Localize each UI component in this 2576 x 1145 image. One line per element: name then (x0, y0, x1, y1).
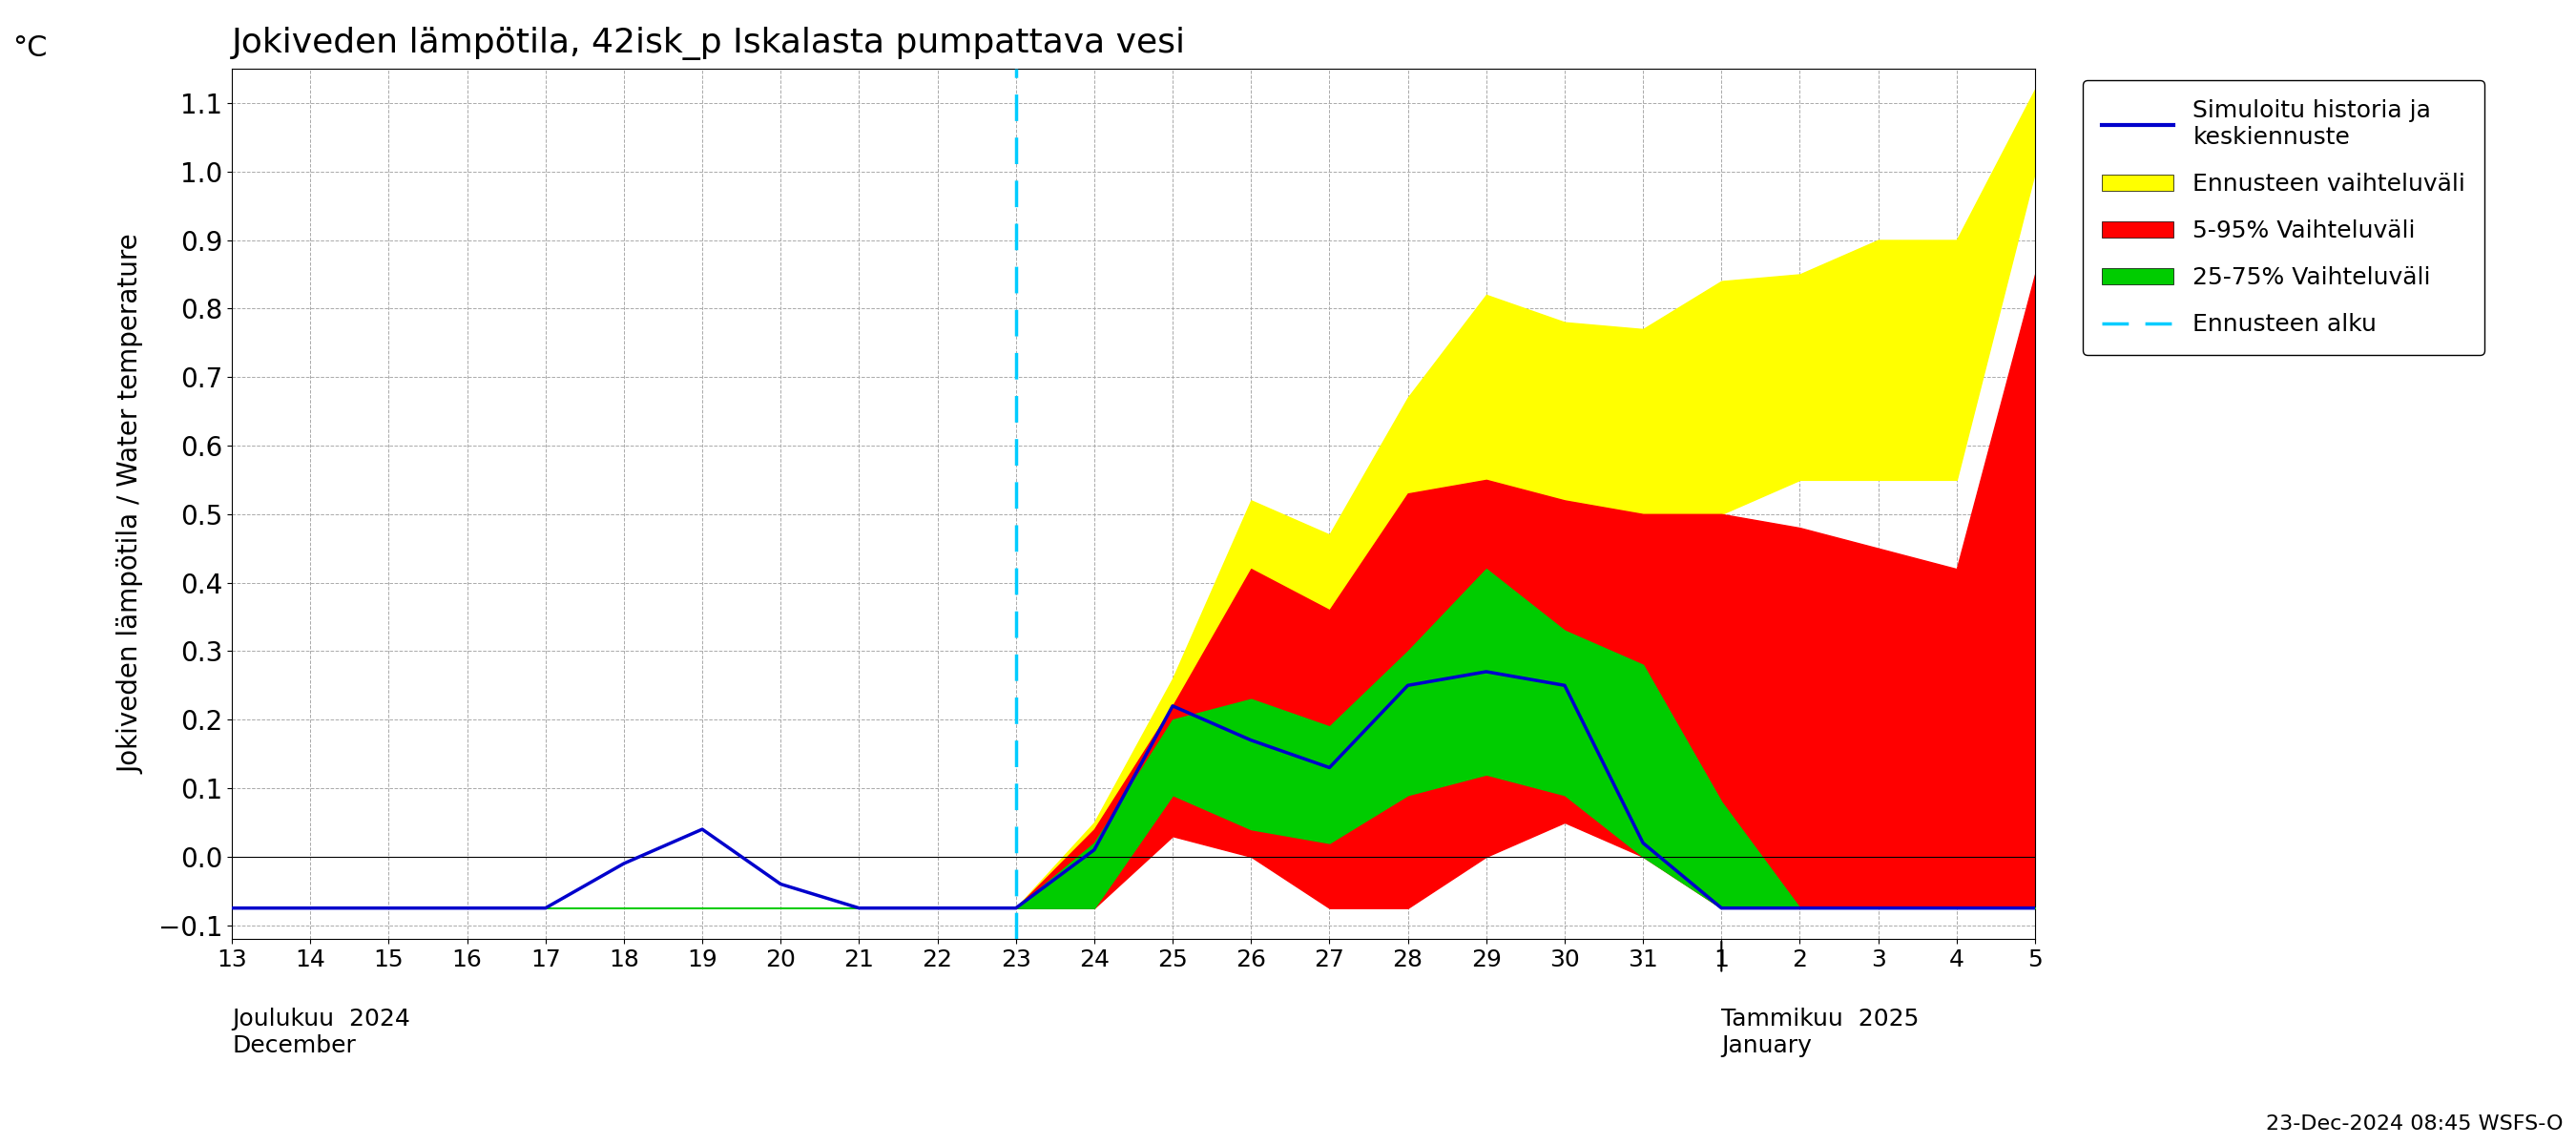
Text: Jokiveden lämpötila, 42isk_p Iskalasta pumpattava vesi: Jokiveden lämpötila, 42isk_p Iskalasta p… (232, 27, 1185, 61)
Text: Joulukuu  2024
December: Joulukuu 2024 December (232, 1008, 410, 1057)
Legend: Simuloitu historia ja
keskiennuste, Ennusteen vaihteluväli, 5-95% Vaihteluväli, : Simuloitu historia ja keskiennuste, Ennu… (2084, 80, 2486, 355)
Text: Tammikuu  2025
January: Tammikuu 2025 January (1721, 1008, 1919, 1057)
Text: 23-Dec-2024 08:45 WSFS-O: 23-Dec-2024 08:45 WSFS-O (2267, 1114, 2563, 1134)
Text: °C: °C (13, 34, 49, 62)
Y-axis label: Jokiveden lämpötila / Water temperature: Jokiveden lämpötila / Water temperature (118, 234, 144, 774)
